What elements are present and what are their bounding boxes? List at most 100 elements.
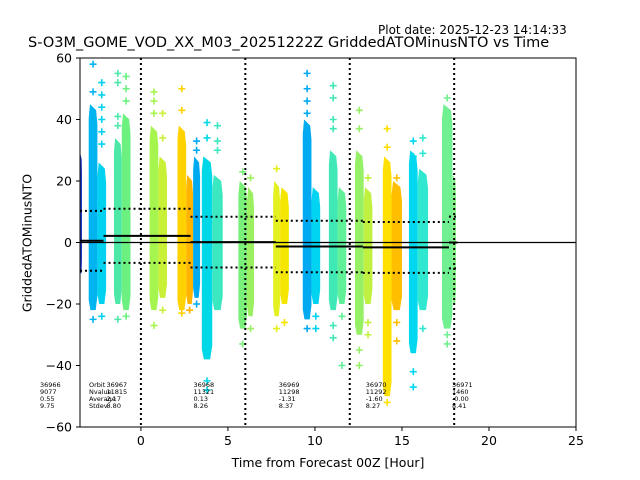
scatter-point-cluster [417, 168, 429, 311]
orbit-stat-average: -1.60 [366, 395, 383, 403]
scatter-strip [113, 69, 122, 323]
scatter-point [329, 125, 337, 133]
scatter-point [98, 116, 106, 123]
scatter-point-cluster [328, 150, 338, 311]
scatter-point [383, 398, 391, 406]
scatter-strip [273, 165, 281, 333]
scatter-point-cluster [88, 104, 98, 311]
orbit-stat-label: Orbit [89, 381, 106, 389]
scatter-strip [280, 187, 289, 326]
axes: 0 5 10 15 20 25 60 40 20 0 −20 −40 −60 [46, 51, 584, 449]
scatter-point [364, 174, 372, 182]
orbit-stat-nvalue: 11321 [194, 388, 215, 396]
scatter-point [409, 152, 417, 160]
scatter-point-cluster [113, 137, 122, 304]
scatter-point [122, 72, 130, 80]
scatter-point [419, 134, 427, 142]
scatter-point-cluster [97, 162, 107, 304]
scatter-point [203, 377, 211, 385]
y-tick-label: −40 [46, 358, 72, 373]
x-axis-label: Time from Forecast 00Z [Hour] [231, 455, 425, 470]
scatter-point [273, 325, 281, 333]
scatter-point [419, 325, 427, 333]
scatter-point [122, 312, 130, 320]
scatter-point [150, 322, 158, 330]
scatter-point [98, 103, 106, 111]
scatter-strip [149, 88, 159, 330]
scatter-point-cluster [177, 125, 187, 311]
scatter-strip [417, 134, 429, 333]
scatter-point [150, 97, 158, 105]
scatter-point [338, 362, 346, 369]
scatter-point [409, 137, 417, 145]
scatter-point [409, 368, 417, 376]
orbit-stat-average: 0.13 [194, 395, 208, 403]
scatter-point-cluster [149, 125, 159, 311]
scatter-strip [201, 119, 213, 394]
scatter-point [98, 312, 106, 320]
scatter-point [122, 97, 130, 105]
x-tick-label: 0 [137, 433, 145, 448]
scatter-strip [97, 79, 107, 320]
y-tick-label: 20 [56, 174, 72, 189]
scatter-strip [186, 174, 194, 314]
scatter-point [303, 69, 311, 77]
orbit-stat-stdev: 9.75 [40, 402, 54, 410]
scatter-point [239, 168, 247, 176]
orbit-stat-label: Stdev [89, 402, 108, 410]
y-tick-label: 40 [56, 112, 72, 127]
scatter-point [114, 315, 122, 323]
scatter-point [443, 94, 451, 102]
scatter-point [383, 143, 391, 151]
scatter-point [329, 322, 337, 330]
scatter-points [80, 60, 456, 406]
scatter-point [419, 149, 427, 157]
scatter-point [393, 318, 401, 326]
scatter-point [114, 122, 122, 130]
scatter-point-cluster [408, 150, 418, 354]
scatter-point [213, 146, 221, 154]
scatter-point-cluster [158, 156, 168, 298]
scatter-point [303, 325, 311, 333]
scatter-point [355, 346, 363, 354]
scatter-point-cluster [273, 181, 281, 317]
scatter-point [355, 362, 363, 369]
scatter-point [273, 165, 281, 173]
orbit-stat-average: -1.31 [279, 395, 296, 403]
orbit-stat-average: -0.00 [452, 395, 469, 403]
y-tick-label: 60 [56, 51, 72, 66]
scatter-point [186, 306, 194, 314]
scatter-point [159, 109, 167, 117]
scatter-point [89, 315, 97, 323]
scatter-point [393, 174, 401, 182]
orbit-stat-stdev: 8.80 [106, 402, 120, 410]
scatter-point [159, 306, 167, 314]
scatter-point [443, 340, 451, 348]
scatter-point-cluster [391, 181, 402, 311]
scatter-point-cluster [363, 187, 373, 304]
scatter-point-cluster [238, 181, 248, 329]
scatter-point [178, 106, 186, 114]
scatter-point [409, 383, 417, 391]
orbit-stat-label: Average [89, 395, 116, 403]
scatter-point [213, 137, 221, 145]
scatter-strip [391, 174, 402, 345]
y-tick-label: 0 [64, 235, 72, 250]
orbit-stat-orbit: 36970 [366, 381, 387, 389]
scatter-point [98, 79, 106, 87]
x-tick-label: 25 [568, 433, 584, 448]
orbit-stat-label: Nvalue [89, 388, 112, 396]
scatter-point [303, 97, 311, 105]
scatter-strip [408, 137, 418, 391]
scatter-point [98, 140, 106, 148]
orbit-stat-nvalue: 9077 [40, 388, 57, 396]
scatter-point [193, 137, 201, 145]
x-tick-label: 20 [481, 433, 497, 448]
scatter-point [114, 69, 122, 77]
scatter-point [303, 85, 311, 93]
scatter-strip [354, 106, 364, 369]
scatter-strip [311, 187, 321, 333]
scatter-point [213, 122, 221, 130]
